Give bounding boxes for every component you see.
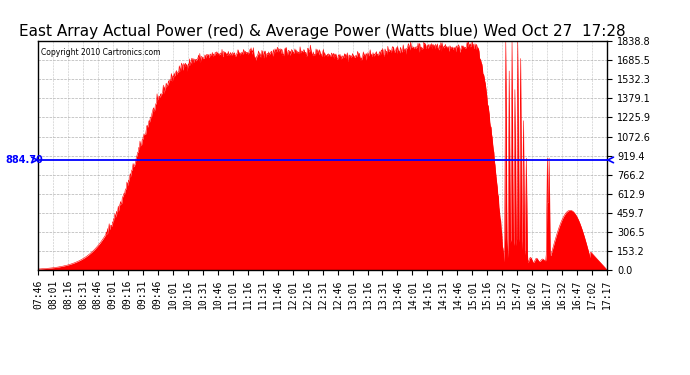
Text: 884.70: 884.70	[5, 155, 43, 165]
Text: Copyright 2010 Cartronics.com: Copyright 2010 Cartronics.com	[41, 48, 160, 57]
Title: East Array Actual Power (red) & Average Power (Watts blue) Wed Oct 27  17:28: East Array Actual Power (red) & Average …	[19, 24, 626, 39]
